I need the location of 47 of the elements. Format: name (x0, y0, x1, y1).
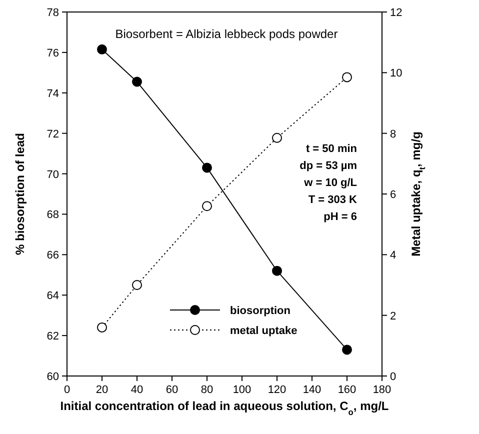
point (202, 162, 212, 173)
y2-tick-label: 8 (390, 128, 396, 140)
y2-tick-label: 4 (390, 250, 396, 262)
x-tick-label: 80 (200, 384, 214, 396)
legend-label: biosorption (230, 305, 291, 317)
y2-tick-label: 10 (390, 68, 402, 80)
point (272, 132, 282, 143)
y-tick-label: 64 (46, 290, 59, 302)
y-tick-label: 70 (46, 168, 59, 181)
annotation: dp = 53 µm (300, 160, 358, 172)
y-tick-label: 74 (46, 88, 59, 100)
point (97, 322, 107, 332)
x-axis-title: Initial concentration of lead in aqueous solution, C$_{o}$, mg/L (60, 399, 389, 417)
point (342, 344, 352, 355)
y2-tick-label: 2 (390, 310, 396, 322)
x-tick-label: 160 (338, 384, 356, 396)
y-tick-label: 66 (46, 250, 59, 262)
annotation: w = 10 g/L (303, 177, 358, 189)
y-tick-label: 72 (46, 128, 59, 140)
y2-tick-label: 0 (390, 371, 396, 383)
point (342, 72, 352, 82)
annotation: Biosorbent = Albizia lebbeck pods powder (115, 27, 338, 41)
y-tick-label: 68 (46, 209, 59, 222)
point (97, 44, 107, 54)
point (272, 266, 282, 276)
annotation: pH = 6 (324, 211, 357, 223)
x-tick-label: 0 (64, 384, 70, 396)
y-tick-label: 76 (46, 47, 59, 60)
x-tick-label: 140 (302, 384, 322, 396)
annotation: T = 303 K (308, 194, 358, 206)
x-tick-label: 120 (268, 384, 286, 396)
y2-tick-label: 6 (390, 189, 396, 201)
y-tick-label: 78 (46, 7, 59, 19)
x-tick-label: 100 (232, 384, 252, 396)
y-axis-title: % biosorption of lead (13, 133, 27, 255)
legend-label: metal uptake (230, 325, 298, 337)
point (202, 201, 212, 212)
x-tick-label: 40 (130, 384, 144, 396)
x-tick-label: 60 (166, 384, 178, 396)
point (132, 76, 142, 87)
point (132, 280, 142, 290)
annotation: t = 50 min (306, 143, 358, 155)
y2-tick-label: 12 (390, 7, 402, 19)
x-tick-label: 20 (96, 384, 108, 396)
y-tick-label: 60 (46, 371, 59, 383)
x-tick-label: 180 (372, 384, 392, 396)
y-tick-label: 62 (46, 330, 59, 343)
